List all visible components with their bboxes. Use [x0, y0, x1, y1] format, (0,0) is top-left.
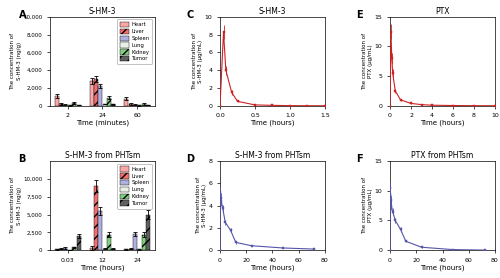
Bar	[138, 249, 141, 250]
Bar	[102, 104, 106, 106]
Bar	[68, 105, 72, 106]
Bar	[72, 247, 76, 250]
Bar	[59, 104, 63, 106]
Y-axis label: The concentration of
S-HM-3 (ng/g): The concentration of S-HM-3 (ng/g)	[10, 177, 22, 234]
Y-axis label: The concentration of
PTX (μg/mL): The concentration of PTX (μg/mL)	[362, 177, 374, 234]
Bar	[124, 249, 128, 250]
Bar	[146, 105, 150, 106]
X-axis label: Time (hours): Time (hours)	[250, 264, 294, 271]
Bar	[107, 235, 111, 250]
Bar	[124, 99, 128, 106]
Text: D: D	[186, 154, 194, 164]
Bar	[64, 248, 68, 250]
X-axis label: Time (hours): Time (hours)	[80, 264, 124, 271]
X-axis label: Time (hours): Time (hours)	[250, 120, 294, 126]
X-axis label: Time (hours): Time (hours)	[420, 120, 465, 126]
Bar	[129, 104, 133, 106]
Title: S-HM-3: S-HM-3	[258, 7, 286, 16]
Text: A: A	[18, 9, 26, 19]
Title: S-HM-3 from PHTsm: S-HM-3 from PHTsm	[65, 151, 140, 160]
Bar	[90, 81, 94, 106]
Title: S-HM-3 from PHTsm: S-HM-3 from PHTsm	[235, 151, 310, 160]
Bar	[107, 98, 111, 106]
Bar	[98, 211, 102, 250]
Text: C: C	[186, 9, 194, 19]
Bar	[55, 249, 59, 250]
X-axis label: Time (hours): Time (hours)	[420, 264, 465, 271]
Bar	[94, 79, 98, 106]
Bar	[64, 105, 68, 106]
Bar	[129, 249, 133, 250]
Bar	[76, 236, 80, 250]
Bar	[138, 105, 141, 106]
Bar	[146, 215, 150, 250]
Bar	[98, 86, 102, 106]
Bar	[55, 96, 59, 106]
Bar	[133, 105, 137, 106]
Text: E: E	[356, 9, 363, 19]
Text: B: B	[18, 154, 26, 164]
Text: F: F	[356, 154, 363, 164]
Bar	[90, 248, 94, 250]
Bar	[142, 235, 146, 250]
Y-axis label: The concentration of
S-HM-3 (ng/g): The concentration of S-HM-3 (ng/g)	[10, 33, 22, 90]
Title: PTX: PTX	[436, 7, 450, 16]
Y-axis label: The concentration of
S-HM-3 (μg/mL): The concentration of S-HM-3 (μg/mL)	[196, 177, 207, 234]
X-axis label: Time (minutes): Time (minutes)	[76, 120, 129, 126]
Legend: Heart, Liver, Spleen, Lung, Kidney, Tumor: Heart, Liver, Spleen, Lung, Kidney, Tumo…	[118, 164, 152, 208]
Bar	[72, 103, 76, 106]
Bar	[112, 105, 116, 106]
Title: PTX from PHTsm: PTX from PHTsm	[412, 151, 474, 160]
Bar	[94, 186, 98, 250]
Bar	[59, 249, 63, 250]
Bar	[133, 234, 137, 250]
Bar	[102, 249, 106, 250]
Title: S-HM-3: S-HM-3	[88, 7, 116, 16]
Bar	[112, 249, 116, 250]
Y-axis label: The concentration of
PTX (μg/mL): The concentration of PTX (μg/mL)	[362, 33, 374, 90]
Legend: Heart, Liver, Spleen, Lung, Kidney, Tumor: Heart, Liver, Spleen, Lung, Kidney, Tumo…	[118, 19, 152, 64]
Y-axis label: The concentration of
S-HM-3 (μg/mL): The concentration of S-HM-3 (μg/mL)	[192, 33, 203, 90]
Bar	[76, 105, 80, 106]
Bar	[142, 104, 146, 106]
